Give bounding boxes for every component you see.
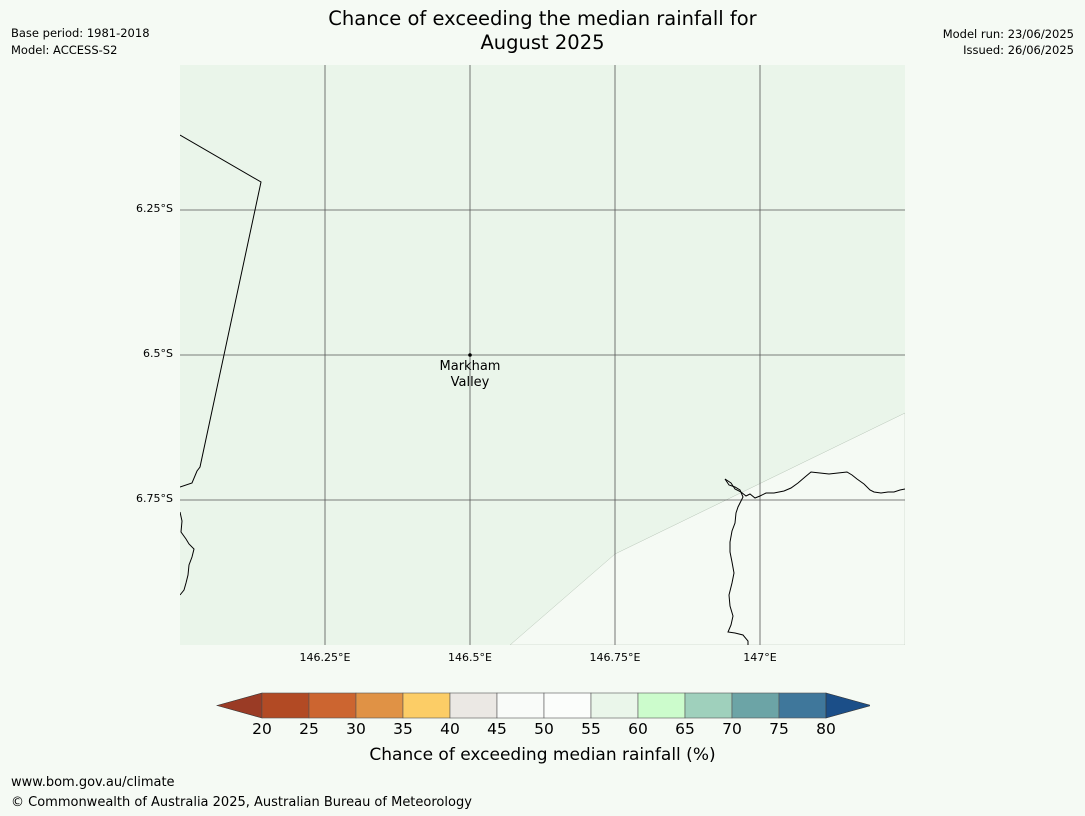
colorbar-tick-60: 60 <box>628 720 648 738</box>
colorbar-extend-low <box>216 692 263 719</box>
colorbar-bin-40-45 <box>449 692 498 719</box>
place-label-line-1: Markham <box>439 359 501 374</box>
colorbar-bin-70-75 <box>731 692 780 719</box>
lat-label-6-5: 6.5°S <box>143 347 173 360</box>
rainfall-map <box>180 65 905 645</box>
model-run-text: Model run: 23/06/2025 <box>942 27 1074 41</box>
colorbar-bin-55-60 <box>590 692 639 719</box>
markham-valley-marker <box>468 353 472 357</box>
colorbar-bin-35-40 <box>402 692 451 719</box>
lon-label-146-5: 146.5°E <box>448 651 492 664</box>
issued-text: Issued: 26/06/2025 <box>963 43 1074 57</box>
place-label-line-2: Valley <box>450 375 490 390</box>
colorbar-tick-65: 65 <box>675 720 695 738</box>
colorbar-tick-80: 80 <box>816 720 836 738</box>
colorbar-bin-75-80 <box>778 692 827 719</box>
colorbar-bin-65-70 <box>684 692 733 719</box>
colorbar-tick-35: 35 <box>393 720 413 738</box>
border-line <box>180 134 262 488</box>
base-period-text: Base period: 1981-2018 <box>11 26 150 40</box>
colorbar-tick-45: 45 <box>487 720 507 738</box>
colorbar-bin-25-30 <box>308 692 357 719</box>
colorbar-tick-55: 55 <box>581 720 601 738</box>
place-label: Markham Valley <box>420 359 520 391</box>
colorbar-bin-60-65 <box>637 692 686 719</box>
lon-label-146-25: 146.25°E <box>299 651 351 664</box>
colorbar-bin-30-35 <box>355 692 404 719</box>
title-line-1: Chance of exceeding the median rainfall … <box>328 7 757 30</box>
lon-label-147: 147°E <box>743 651 777 664</box>
model-text: Model: ACCESS-S2 <box>11 43 118 57</box>
colorbar-tick-20: 20 <box>252 720 272 738</box>
map-title: Chance of exceeding the median rainfall … <box>0 7 1085 55</box>
coastline-west <box>180 511 195 596</box>
region-55-60 <box>509 412 905 645</box>
colorbar-bin-45-50 <box>496 692 545 719</box>
colorbar <box>216 692 870 719</box>
colorbar-tick-50: 50 <box>534 720 554 738</box>
lon-label-146-75: 146.75°E <box>589 651 641 664</box>
colorbar-tick-75: 75 <box>769 720 789 738</box>
coastline-east-lower <box>724 478 749 645</box>
colorbar-tick-25: 25 <box>299 720 319 738</box>
colorbar-bin-20-25 <box>261 692 310 719</box>
website-link[interactable]: www.bom.gov.au/climate <box>11 775 175 790</box>
colorbar-label: Chance of exceeding median rainfall (%) <box>369 745 716 765</box>
copyright-text: © Commonwealth of Australia 2025, Austra… <box>11 795 472 810</box>
title-line-2: August 2025 <box>480 31 605 54</box>
colorbar-tick-40: 40 <box>440 720 460 738</box>
colorbar-tick-70: 70 <box>722 720 742 738</box>
colorbar-bin-50-55 <box>543 692 592 719</box>
coastline-east-upper <box>724 471 905 499</box>
lat-label-6-25: 6.25°S <box>136 202 173 215</box>
boundaries <box>180 134 905 645</box>
colorbar-tick-30: 30 <box>346 720 366 738</box>
lat-label-6-75: 6.75°S <box>136 492 173 505</box>
colorbar-extend-high <box>825 692 870 719</box>
